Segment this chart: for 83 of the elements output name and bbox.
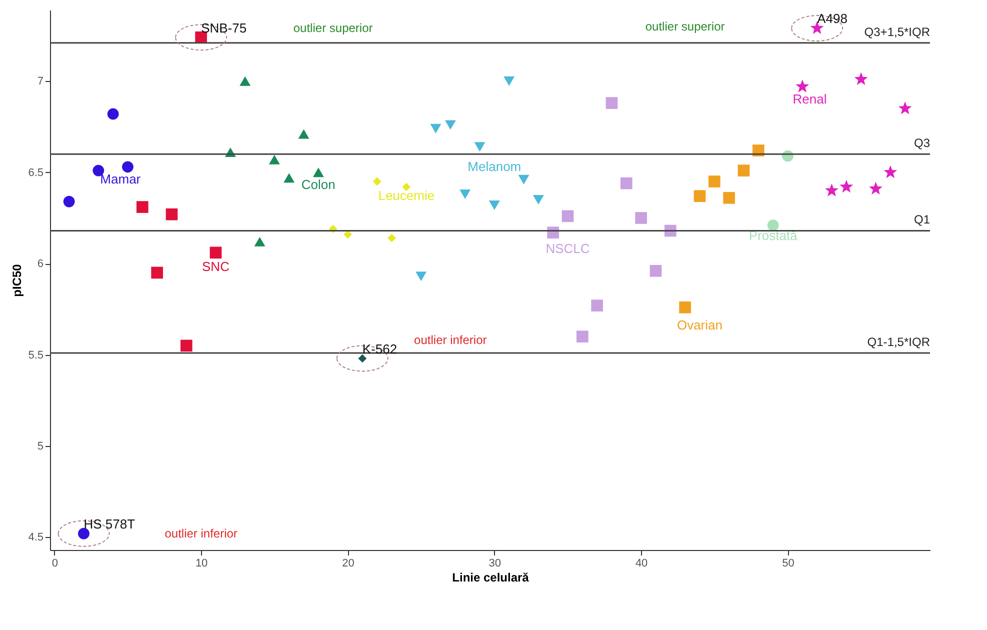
- x-tick-label: 40: [635, 558, 648, 570]
- annotation: outlier superior: [645, 19, 725, 34]
- point: [869, 182, 882, 195]
- point: [504, 76, 515, 86]
- x-tick-label: 50: [782, 558, 794, 570]
- series-label: Renal: [792, 91, 827, 106]
- point: [444, 120, 456, 130]
- series-label: Ovarian: [676, 318, 722, 333]
- point: [240, 76, 251, 86]
- point: [430, 124, 442, 134]
- series-label: SNC: [202, 259, 230, 274]
- series-label: Mamar: [100, 172, 142, 187]
- point: [136, 201, 148, 213]
- y-tick-label: 4.5: [28, 532, 44, 544]
- series-label: Melanom: [468, 158, 522, 174]
- ref-line-label: Q1-1,5*IQR: [867, 334, 930, 349]
- point: [460, 190, 471, 199]
- point: [298, 129, 310, 139]
- point: [591, 300, 603, 312]
- point: [576, 330, 588, 342]
- point: [635, 212, 647, 224]
- point: [840, 180, 854, 193]
- point: [898, 101, 912, 114]
- point: [284, 173, 295, 183]
- point: [92, 164, 104, 176]
- series-label: Colon: [301, 177, 336, 192]
- point: [562, 210, 574, 222]
- y-tick-label: 6: [37, 258, 44, 270]
- series-label: NSCLC: [546, 240, 590, 256]
- point: [388, 234, 396, 242]
- point: [63, 196, 75, 208]
- point: [474, 142, 486, 152]
- x-tick-label: 20: [342, 558, 354, 570]
- point: [416, 272, 427, 282]
- point: [796, 80, 810, 92]
- point: [254, 236, 266, 246]
- point: [180, 340, 192, 352]
- ref-line-label: Q3: [914, 136, 930, 150]
- point: [708, 176, 720, 188]
- annotation: outlier inferior: [164, 526, 238, 541]
- annotation: K-562: [362, 341, 398, 356]
- x-axis-title: Linie celulară: [452, 570, 530, 584]
- point: [372, 177, 382, 186]
- point: [723, 192, 735, 204]
- ref-line-label: Q1: [914, 212, 930, 227]
- point: [78, 528, 90, 540]
- x-tick-label: 0: [52, 558, 58, 570]
- annotation: outlier superior: [293, 21, 373, 36]
- point: [151, 266, 163, 279]
- annotation: HS 578T: [84, 516, 136, 532]
- point: [358, 354, 367, 363]
- point: [679, 301, 691, 314]
- point: [825, 184, 838, 196]
- point: [767, 220, 779, 231]
- y-axis-title: pIC50: [10, 264, 24, 297]
- point: [166, 208, 178, 220]
- annotation: A498: [817, 11, 848, 26]
- annotation: outlier inferior: [414, 333, 487, 348]
- point: [738, 164, 750, 176]
- y-tick-label: 6.5: [28, 166, 44, 179]
- series-label: Prostată: [748, 228, 798, 244]
- x-tick-label: 30: [488, 558, 502, 570]
- x-tick-label: 10: [195, 558, 208, 570]
- y-tick-label: 7: [37, 76, 44, 88]
- point: [312, 168, 324, 178]
- point: [620, 177, 632, 190]
- point: [884, 165, 898, 178]
- series-label: Leucemie: [378, 188, 435, 204]
- point: [518, 174, 530, 184]
- annotation: SNB-75: [201, 20, 247, 36]
- y-tick-label: 5.5: [28, 349, 44, 362]
- point: [107, 108, 119, 120]
- point: [694, 190, 706, 202]
- point: [606, 97, 618, 109]
- point: [488, 200, 500, 210]
- ref-line-label: Q3+1,5*IQR: [864, 24, 930, 39]
- point: [268, 154, 280, 164]
- point: [650, 264, 662, 277]
- point: [122, 161, 134, 173]
- point: [854, 72, 868, 86]
- point: [210, 246, 222, 259]
- y-tick-label: 5: [37, 440, 44, 453]
- point: [532, 194, 544, 204]
